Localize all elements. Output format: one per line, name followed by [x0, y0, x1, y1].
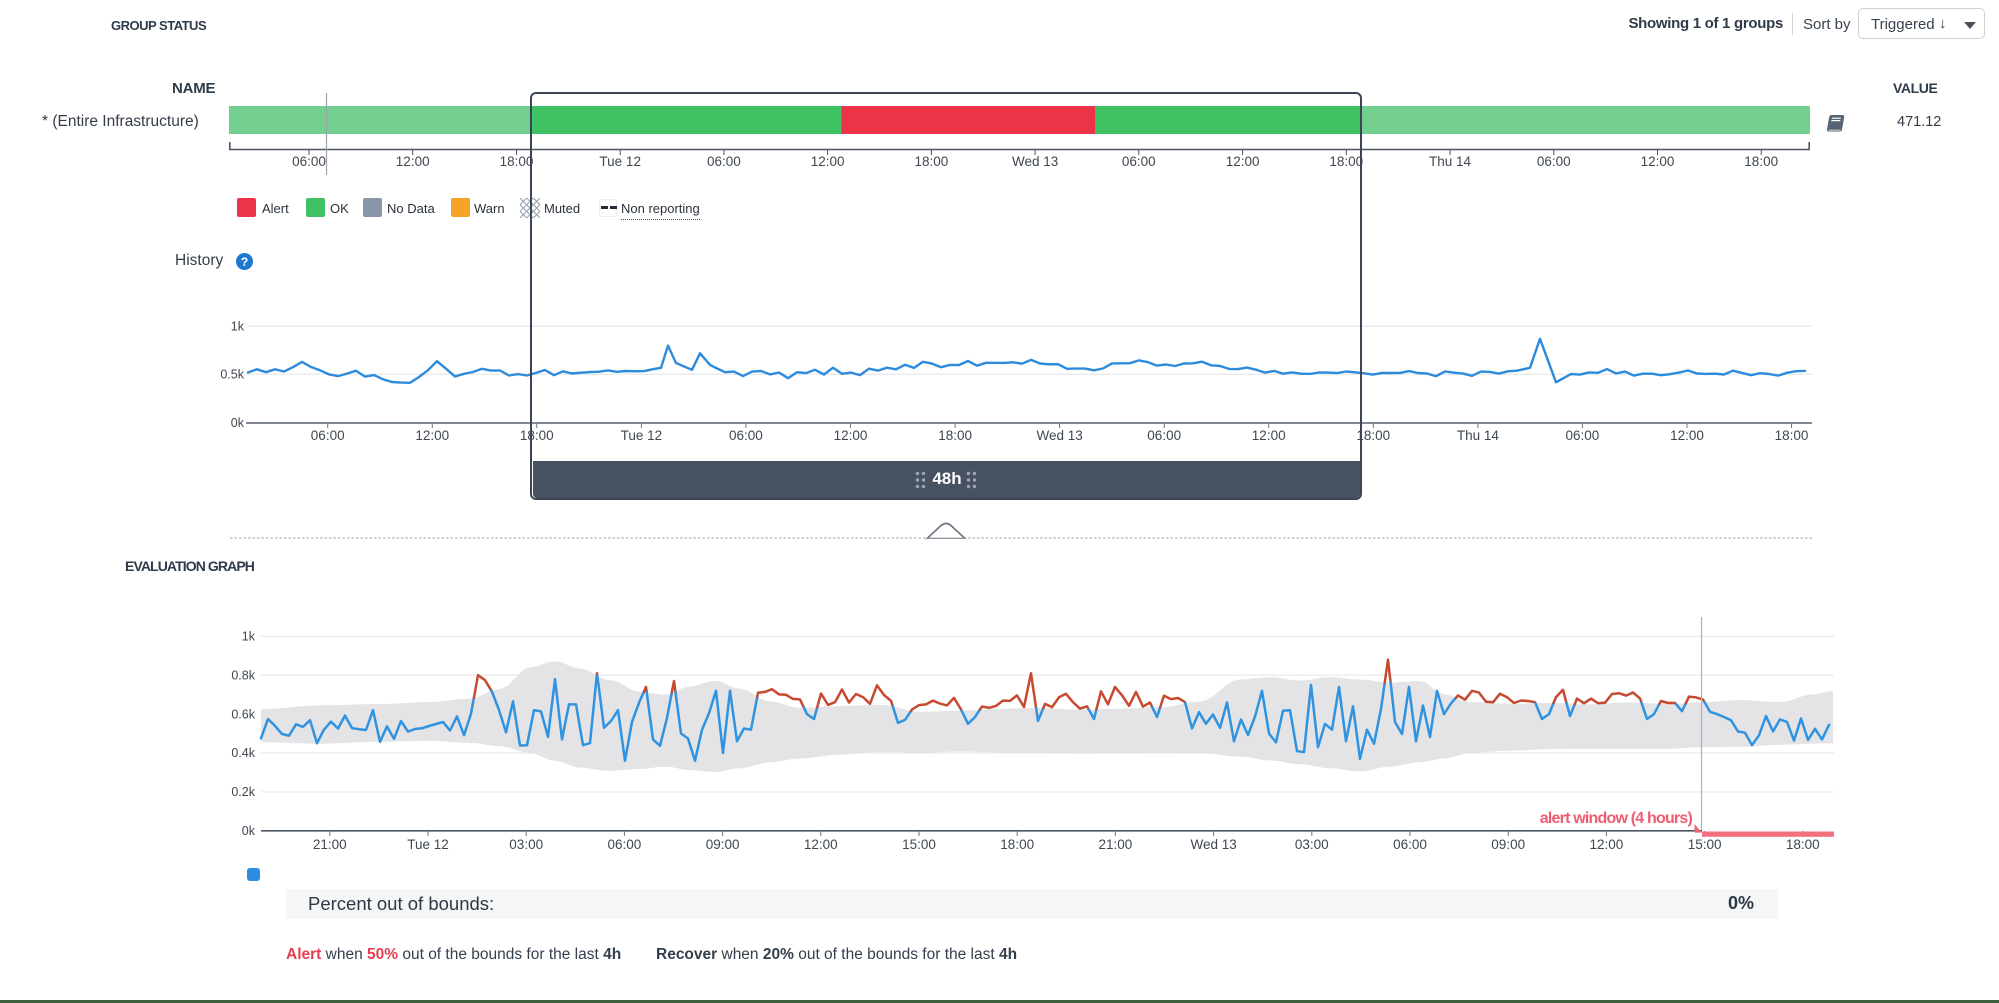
svg-text:06:00: 06:00: [1537, 154, 1571, 169]
svg-text:18:00: 18:00: [520, 428, 554, 443]
svg-text:21:00: 21:00: [313, 837, 347, 852]
svg-text:03:00: 03:00: [1295, 837, 1329, 852]
svg-text:0k: 0k: [231, 416, 245, 430]
svg-text:0.4k: 0.4k: [231, 746, 255, 760]
svg-text:Tue 12: Tue 12: [599, 154, 641, 169]
svg-text:12:00: 12:00: [1670, 428, 1704, 443]
svg-text:Tue 12: Tue 12: [621, 428, 663, 443]
svg-text:06:00: 06:00: [1122, 154, 1156, 169]
svg-text:06:00: 06:00: [608, 837, 642, 852]
svg-text:18:00: 18:00: [1775, 428, 1809, 443]
svg-text:09:00: 09:00: [1491, 837, 1525, 852]
svg-text:12:00: 12:00: [811, 154, 845, 169]
svg-text:18:00: 18:00: [1786, 837, 1820, 852]
svg-text:0.2k: 0.2k: [231, 785, 255, 799]
svg-text:12:00: 12:00: [1252, 428, 1286, 443]
svg-text:12:00: 12:00: [396, 154, 430, 169]
svg-text:Thu 14: Thu 14: [1457, 428, 1500, 443]
svg-text:12:00: 12:00: [415, 428, 449, 443]
svg-text:0k: 0k: [242, 824, 256, 838]
svg-text:Thu 14: Thu 14: [1429, 154, 1472, 169]
svg-text:03:00: 03:00: [509, 837, 543, 852]
svg-text:18:00: 18:00: [1000, 837, 1034, 852]
svg-text:0.6k: 0.6k: [231, 707, 255, 721]
svg-text:06:00: 06:00: [1147, 428, 1181, 443]
svg-text:09:00: 09:00: [706, 837, 740, 852]
svg-text:18:00: 18:00: [938, 428, 972, 443]
svg-text:21:00: 21:00: [1099, 837, 1133, 852]
svg-text:?: ?: [241, 255, 248, 269]
svg-text:Wed 13: Wed 13: [1036, 428, 1082, 443]
svg-text:Tue 12: Tue 12: [407, 837, 449, 852]
svg-text:18:00: 18:00: [500, 154, 534, 169]
svg-text:1k: 1k: [231, 319, 245, 333]
svg-text:15:00: 15:00: [1688, 837, 1722, 852]
svg-text:18:00: 18:00: [1744, 154, 1778, 169]
svg-text:0.8k: 0.8k: [231, 668, 255, 682]
svg-text:Wed 13: Wed 13: [1012, 154, 1058, 169]
svg-text:0.5k: 0.5k: [220, 368, 244, 382]
svg-text:06:00: 06:00: [729, 428, 763, 443]
svg-text:06:00: 06:00: [1566, 428, 1600, 443]
svg-text:12:00: 12:00: [1641, 154, 1675, 169]
svg-text:06:00: 06:00: [311, 428, 345, 443]
svg-text:15:00: 15:00: [902, 837, 936, 852]
svg-text:18:00: 18:00: [1356, 428, 1390, 443]
svg-text:18:00: 18:00: [915, 154, 949, 169]
svg-text:18:00: 18:00: [1329, 154, 1363, 169]
svg-text:12:00: 12:00: [1226, 154, 1260, 169]
svg-text:06:00: 06:00: [1393, 837, 1427, 852]
svg-text:12:00: 12:00: [834, 428, 868, 443]
svg-text:06:00: 06:00: [292, 154, 326, 169]
svg-text:06:00: 06:00: [707, 154, 741, 169]
svg-text:12:00: 12:00: [1590, 837, 1624, 852]
svg-text:12:00: 12:00: [804, 837, 838, 852]
svg-text:Wed 13: Wed 13: [1190, 837, 1236, 852]
svg-text:1k: 1k: [242, 630, 256, 644]
